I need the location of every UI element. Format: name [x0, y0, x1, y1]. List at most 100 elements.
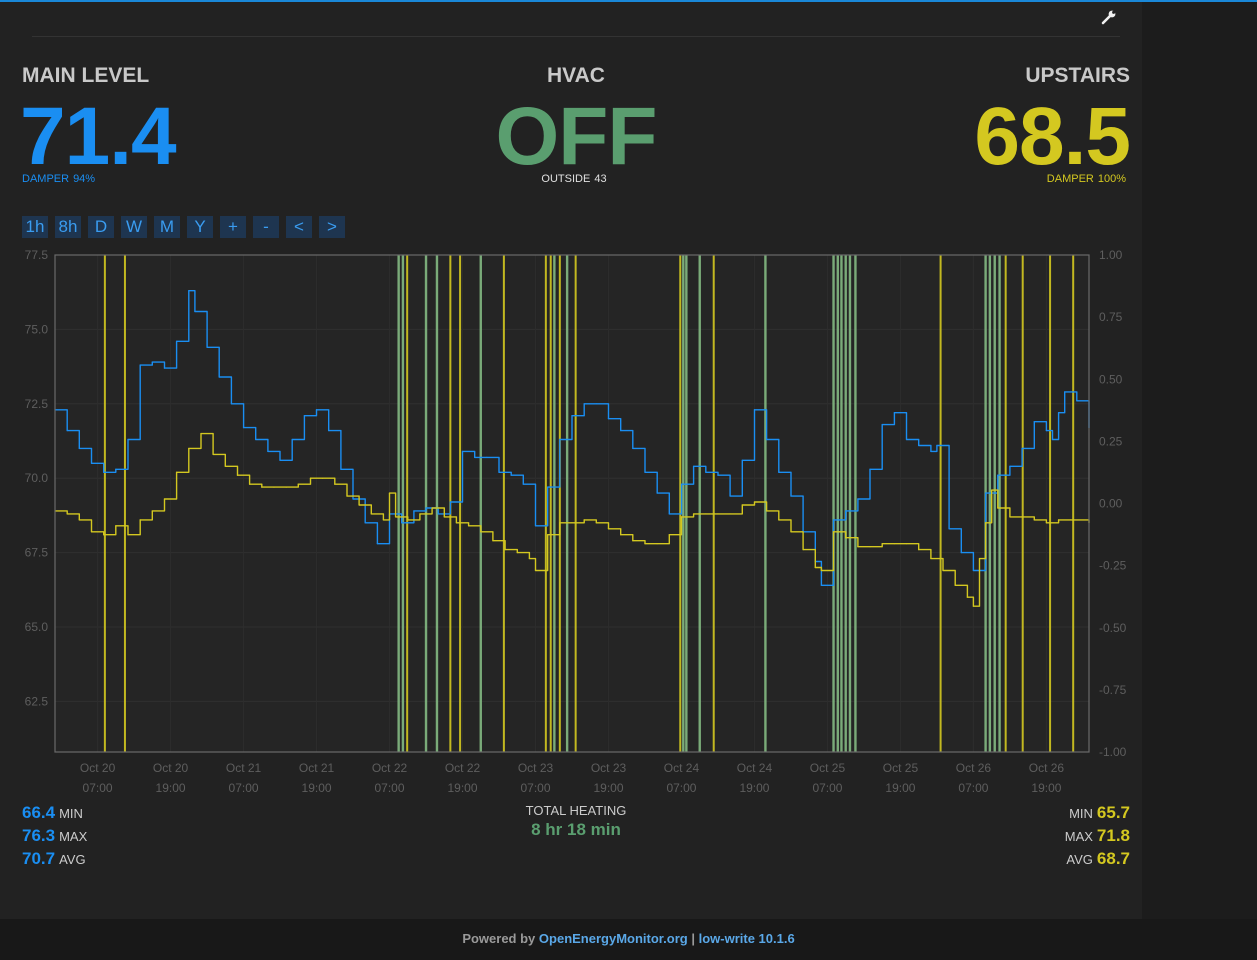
- upstairs-series-point: [972, 605, 975, 607]
- main-level-series-point: [936, 444, 938, 447]
- upstairs-series-point: [985, 522, 987, 524]
- main-level-series-point: [893, 412, 895, 414]
- main-level-series-point: [930, 450, 932, 453]
- upstairs-series-point: [1045, 522, 1048, 524]
- main-level-series-point: [151, 361, 153, 363]
- main-level-series-point: [437, 513, 439, 515]
- main-level-series-point: [315, 409, 318, 411]
- x-tick-label-date: Oct 25: [883, 761, 919, 775]
- range-year-button[interactable]: Y: [187, 216, 213, 238]
- upstairs-series-point: [224, 465, 226, 467]
- version-link[interactable]: low-write 10.1.6: [698, 931, 795, 946]
- upstairs-series-point: [103, 534, 105, 536]
- x-tick-label-date: Oct 21: [226, 761, 262, 775]
- upstairs-series-point: [893, 543, 895, 545]
- upstairs-series-point: [188, 447, 190, 450]
- upstairs-series-point: [1021, 516, 1023, 518]
- x-tick-label-date: Oct 21: [299, 761, 335, 775]
- main-level-series-point: [729, 495, 731, 497]
- main-level-series-point: [644, 471, 646, 473]
- main-level-series-point: [790, 495, 792, 497]
- upstairs-series-point: [443, 516, 445, 518]
- upstairs-stats: MIN 65.7 MAX 71.8 AVG 68.7: [1061, 802, 1130, 871]
- main-level-series-point: [845, 510, 847, 512]
- main-level-series-point: [766, 438, 768, 441]
- upstairs-series-point: [249, 483, 251, 485]
- upstairs-series-point: [534, 569, 537, 572]
- upstairs-series-point: [705, 513, 707, 515]
- main-min-row: 66.4 MIN: [22, 802, 91, 825]
- total-heating-value: 8 hr 18 min: [531, 820, 621, 839]
- main-level-series-point: [741, 459, 743, 461]
- main-min-value: 66.4: [22, 803, 56, 822]
- upstairs-series-point: [419, 513, 421, 515]
- upstairs-series-point: [480, 531, 482, 533]
- x-tick-label-time: 07:00: [812, 781, 842, 795]
- upstairs-series-point: [632, 540, 634, 542]
- hvac-title: HVAC: [547, 64, 605, 87]
- main-max-label: MAX: [59, 829, 88, 844]
- y-right-tick-label: 0.50: [1099, 372, 1123, 386]
- upstairs-series-point: [370, 513, 372, 515]
- upstairs-series-point: [236, 474, 239, 476]
- range-day-button[interactable]: D: [88, 216, 114, 238]
- upstairs-series-point: [455, 522, 458, 524]
- main-level-series-point: [1009, 465, 1011, 467]
- upstairs-series-point: [346, 495, 348, 497]
- upstairs-series-point: [559, 522, 561, 524]
- upstairs-series-point: [273, 486, 275, 488]
- main-level-series-point: [948, 528, 950, 530]
- upstairs-series-point: [468, 525, 470, 527]
- upstairs-series-point: [309, 477, 312, 479]
- upstairs-series-point: [595, 522, 597, 524]
- main-level-series-point: [997, 474, 999, 476]
- zoom-out-button[interactable]: -: [253, 216, 279, 238]
- main-level-series-point: [486, 456, 488, 458]
- main-level-series-point: [972, 569, 975, 572]
- main-level-series-point: [753, 409, 756, 411]
- y-right-tick-label: -0.75: [1099, 683, 1127, 697]
- upstairs-series-point: [115, 525, 117, 527]
- pan-right-button[interactable]: >: [319, 216, 345, 238]
- upstairs-series-line: [55, 432, 1090, 607]
- upstairs-max-value: 71.8: [1096, 826, 1130, 845]
- upstairs-series-point: [516, 552, 518, 554]
- x-tick-label-date: Oct 20: [153, 761, 189, 775]
- range-1h-button[interactable]: 1h: [22, 216, 48, 238]
- upstairs-series-point: [918, 549, 920, 551]
- main-level-series-point: [449, 501, 451, 503]
- upstairs-series-point: [869, 546, 871, 548]
- main-level-series-point: [717, 474, 719, 476]
- y-right-tick-label: 0.25: [1099, 434, 1123, 448]
- main-level-series-point: [188, 290, 190, 292]
- upstairs-series-point: [571, 522, 573, 524]
- x-tick-label-time: 07:00: [375, 781, 405, 795]
- main-level-series-point: [206, 346, 208, 348]
- outside-temperature: OUTSIDE 43: [0, 173, 1152, 185]
- range-week-button[interactable]: W: [121, 216, 147, 238]
- main-level-series-point: [66, 429, 68, 432]
- upstairs-series-point: [668, 534, 670, 536]
- x-tick-label-date: Oct 26: [1029, 761, 1065, 775]
- upstairs-series-point: [322, 477, 324, 479]
- main-level-series-point: [656, 492, 658, 494]
- range-8h-button[interactable]: 8h: [55, 216, 81, 238]
- range-month-button[interactable]: M: [154, 216, 180, 238]
- main-level-series-point: [115, 468, 117, 470]
- x-tick-label-date: Oct 20: [80, 761, 116, 775]
- y-right-tick-label: -1.00: [1099, 745, 1127, 759]
- zoom-in-button[interactable]: +: [220, 216, 246, 238]
- main-avg-label: AVG: [59, 852, 86, 867]
- main-level-series-point: [340, 468, 342, 470]
- upstairs-series-point: [90, 531, 93, 533]
- x-tick-label-time: 19:00: [593, 781, 623, 795]
- upstairs-series-point: [176, 471, 178, 473]
- x-tick-label-time: 07:00: [958, 781, 988, 795]
- temperature-chart[interactable]: 62.5 65.0 67.5 70.0 72.5 75.0 77.5 -1.00 -0.75 -0…: [0, 244, 1142, 804]
- upstairs-series-point: [1033, 519, 1035, 521]
- wrench-icon[interactable]: [1100, 8, 1118, 26]
- openenergymonitor-link[interactable]: OpenEnergyMonitor.org: [538, 931, 688, 946]
- upstairs-series-point: [991, 489, 993, 491]
- main-level-series-point: [571, 415, 573, 417]
- pan-left-button[interactable]: <: [286, 216, 312, 238]
